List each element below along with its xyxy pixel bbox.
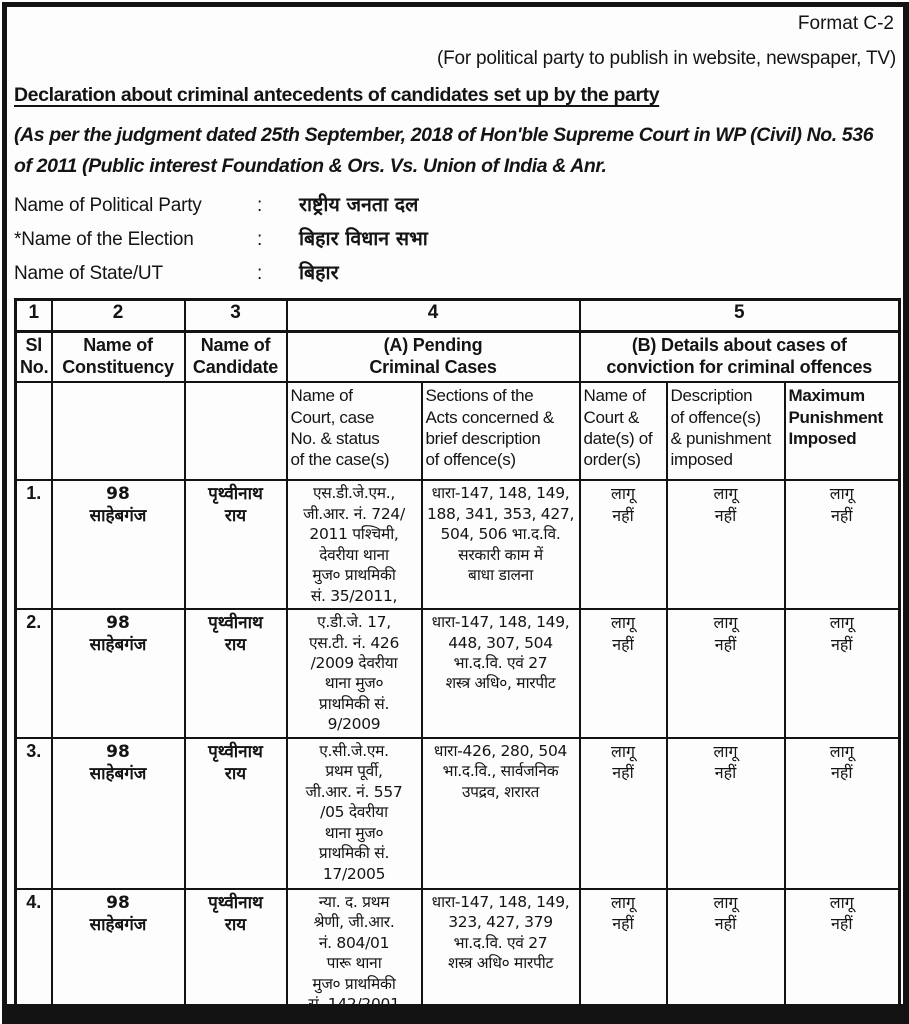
party-name-colon: : [257,195,263,217]
table-row: 2. 98 साहेबगंज पृथ्वीनाथ राय ए.डी.जे. 17… [14,608,901,739]
header-candidate: Name of Candidate [183,330,288,384]
subheader-court-case-status: Name of Court, case No. & status of the … [285,381,423,482]
cell-max-punishment: लागू नहीं [783,736,901,890]
column-number-1: 1 [14,298,53,334]
publish-note: (For political party to publish in websi… [436,48,896,69]
cell-sections: धारा-147, 148, 149, 323, 427, 379 भा.द.व… [420,887,581,1020]
election-name-row: *Name of the Election : बिहार विधान सभा [14,224,898,258]
cell-conviction-desc: लागू नहीं [665,608,786,739]
state-name-colon: : [257,263,263,285]
party-name-label: Name of Political Party [14,195,202,217]
cell-conviction-desc: लागू नहीं [665,736,786,890]
cell-sections: धारा-147, 148, 149, 448, 307, 504 भा.द.व… [420,608,581,739]
election-name-label: *Name of the Election [14,229,194,251]
cell-court-case: एस.डी.जे.एम., जी.आर. नं. 724/ 2011 पश्चि… [285,479,423,611]
cell-candidate: पृथ्वीनाथ राय [183,479,288,611]
election-name-colon: : [257,229,263,251]
column-number-2: 2 [50,298,186,334]
table-row: 1. 98 साहेबगंज पृथ्वीनाथ राय एस.डी.जे.एम… [14,479,901,611]
cell-sl-no: 1. [14,479,53,611]
format-label: Format C-2 [797,13,894,34]
subheader-row: Name of Court, case No. & status of the … [14,381,901,482]
document-title: Declaration about criminal antecedents o… [14,84,660,106]
cell-conviction-court: लागू नहीं [578,736,668,890]
subheader-empty-sl [14,381,53,482]
subheader-sections-acts: Sections of the Acts concerned & brief d… [420,381,581,482]
cell-candidate: पृथ्वीनाथ राय [183,736,288,890]
party-info-section: Name of Political Party : राष्ट्रीय जनता… [14,190,898,292]
column-number-row: 1 2 3 4 5 [14,298,901,334]
cell-sl-no: 4. [14,887,53,1020]
subheader-empty-constituency [50,381,186,482]
cell-conviction-court: लागू नहीं [578,887,668,1020]
cell-max-punishment: लागू नहीं [783,479,901,611]
cell-constituency: 98 साहेबगंज [50,887,186,1020]
cell-constituency: 98 साहेबगंज [50,479,186,611]
header-conviction-details: (B) Details about cases of conviction fo… [578,330,901,384]
table-row: 3. 98 साहेबगंज पृथ्वीनाथ राय ए.सी.जे.एम.… [14,736,901,890]
cell-conviction-court: लागू नहीं [578,479,668,611]
cell-conviction-court: लागू नहीं [578,608,668,739]
state-name-row: Name of State/UT : बिहार [14,258,898,292]
cell-constituency: 98 साहेबगंज [50,736,186,890]
cell-max-punishment: लागू नहीं [783,608,901,739]
party-name-row: Name of Political Party : राष्ट्रीय जनता… [14,190,898,224]
cell-max-punishment: लागू नहीं [783,887,901,1020]
cell-candidate: पृथ्वीनाथ राय [183,608,288,739]
header-sl-no: Sl No. [14,330,53,384]
state-name-value: बिहार [299,261,339,285]
party-name-value: राष्ट्रीय जनता दल [299,193,419,217]
cell-conviction-desc: लागू नहीं [665,887,786,1020]
cell-court-case: ए.डी.जे. 17, एस.टी. नं. 426 /2009 देवरीय… [285,608,423,739]
cell-sections: धारा-147, 148, 149, 188, 341, 353, 427, … [420,479,581,611]
subheader-offence-punishment: Description of offence(s) & punishment i… [665,381,786,482]
header-pending-cases: (A) Pending Criminal Cases [285,330,581,384]
subheader-court-order-dates: Name of Court & date(s) of order(s) [578,381,668,482]
header-row: Sl No. Name of Constituency Name of Cand… [14,330,901,384]
cell-court-case: ए.सी.जे.एम. प्रथम पूर्वी, जी.आर. नं. 557… [285,736,423,890]
cell-sections: धारा-426, 280, 504 भा.द.वि., सार्वजनिक उ… [420,736,581,890]
criminal-antecedents-table: 1 2 3 4 5 Sl No. Name of Constituency Na… [14,298,902,1020]
header-constituency: Name of Constituency [50,330,186,384]
election-name-value: बिहार विधान सभा [299,227,428,251]
table-row: 4. 98 साहेबगंज पृथ्वीनाथ राय न्या. द. प्… [14,887,901,1020]
subheader-empty-candidate [183,381,288,482]
judgment-note: (As per the judgment dated 25th Septembe… [14,124,874,178]
column-number-4: 4 [285,298,581,334]
cell-sl-no: 3. [14,736,53,890]
column-number-3: 3 [183,298,288,334]
cell-candidate: पृथ्वीनाथ राय [183,887,288,1020]
cell-constituency: 98 साहेबगंज [50,608,186,739]
cell-court-case: न्या. द. प्रथम श्रेणी, जी.आर. नं. 804/01… [285,887,423,1020]
column-number-5: 5 [578,298,901,334]
cell-conviction-desc: लागू नहीं [665,479,786,611]
cell-sl-no: 2. [14,608,53,739]
state-name-label: Name of State/UT [14,263,163,285]
subheader-max-punishment: Maximum Punishment Imposed [783,381,901,482]
